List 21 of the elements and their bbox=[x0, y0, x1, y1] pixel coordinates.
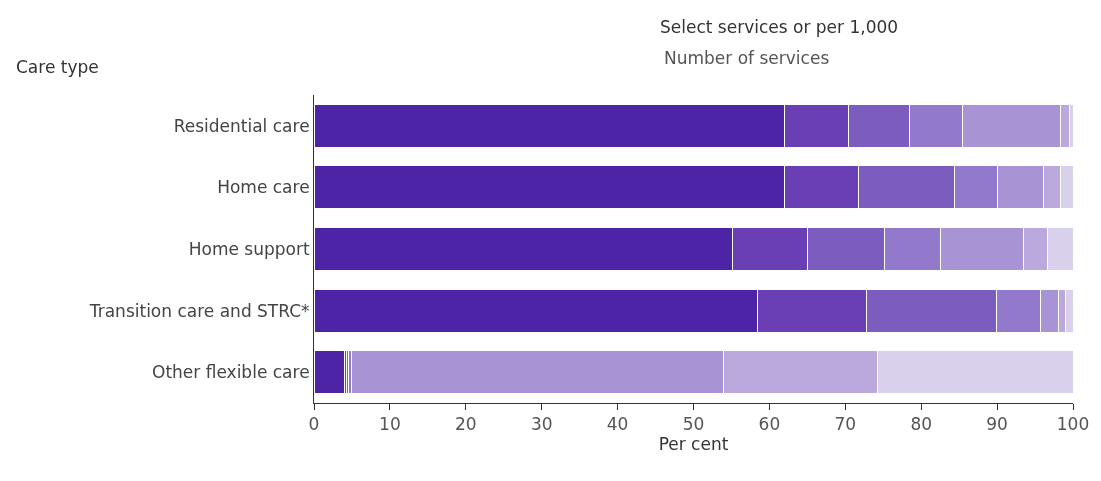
y-axis-title: Care type bbox=[16, 57, 99, 77]
x-tick-label: 90 bbox=[986, 414, 1008, 435]
x-tick-label: 70 bbox=[834, 414, 857, 435]
x-tick-label: 80 bbox=[910, 414, 933, 435]
x-tick-label: 100 bbox=[1056, 414, 1090, 435]
x-tick-label: 0 bbox=[308, 414, 320, 435]
y-tick-label: Home care bbox=[217, 177, 310, 198]
y-tick-label: Residential care bbox=[173, 115, 310, 136]
chart-title: Select services or per 1,000 bbox=[660, 17, 899, 37]
x-tick-label: 40 bbox=[606, 414, 629, 435]
x-tick-label: 30 bbox=[530, 414, 553, 435]
y-tick-label: Home support bbox=[188, 238, 310, 259]
x-tick-label: 20 bbox=[454, 414, 477, 435]
bar bbox=[314, 350, 345, 395]
y-tick-label: Transition care and STRC* bbox=[88, 300, 310, 321]
x-tick-label: 50 bbox=[682, 414, 705, 435]
x-axis-title: Per cent bbox=[658, 434, 729, 455]
y-tick-label: Other flexible care bbox=[152, 362, 310, 383]
x-tick-label: 10 bbox=[379, 414, 401, 435]
x-tick-label: 60 bbox=[758, 414, 781, 435]
chart-subtitle: Number of services bbox=[664, 48, 830, 68]
